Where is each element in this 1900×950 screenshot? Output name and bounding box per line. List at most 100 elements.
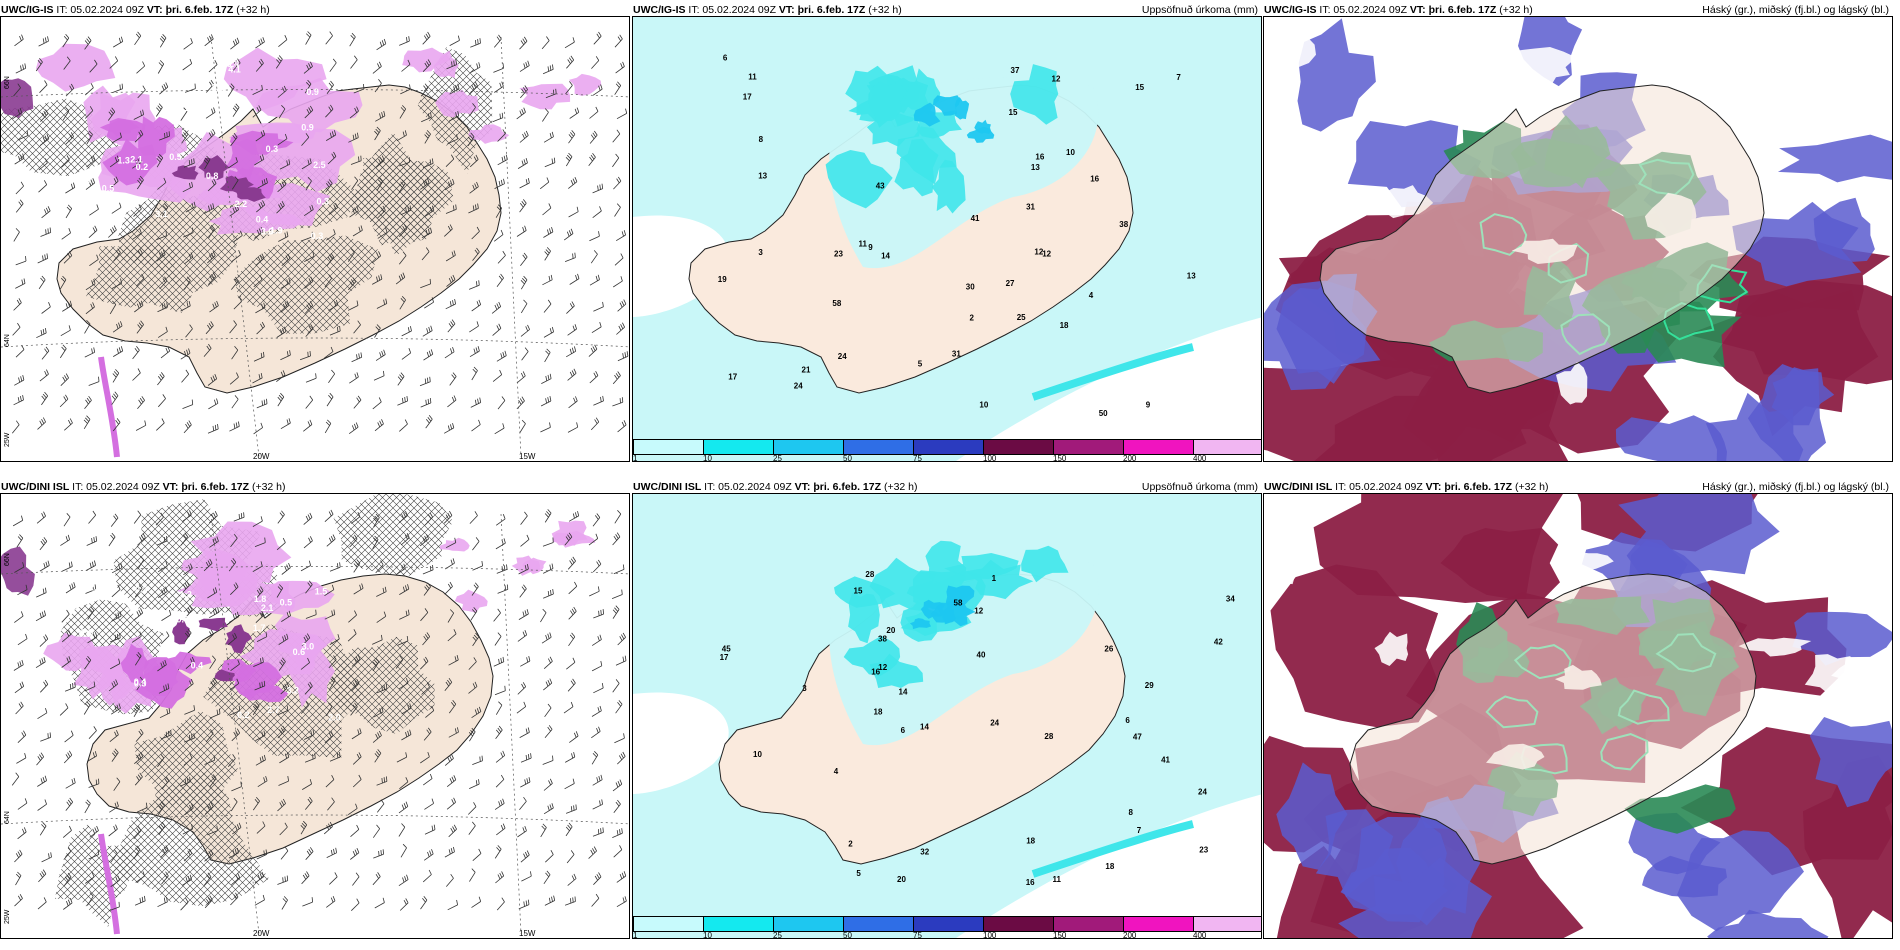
colorbar: 1 10 25 50 75 100 150 200 400 (633, 916, 1261, 939)
latitude-label: 66N (4, 553, 11, 566)
value-label: 16 (1026, 878, 1035, 887)
colorbar-swatch (983, 916, 1054, 932)
value-label: 4.2 (286, 537, 299, 547)
value-label: 2.2 (235, 199, 248, 209)
value-label: 0.4 (227, 59, 240, 69)
value-label: 37 (1011, 66, 1020, 75)
panel-header: UWC/DINI ISL IT: 05.02.2024 09Z VT: þri.… (0, 477, 630, 497)
value-label: 12 (1034, 247, 1043, 256)
colorbar-swatch (1193, 439, 1261, 455)
model-name: UWC/IG-IS (633, 4, 686, 16)
value-label: 0.8 (77, 536, 90, 546)
panel-header: UWC/DINI ISL IT: 05.02.2024 09Z VT: þri.… (1263, 477, 1893, 497)
map-frame: 20W 15W 66N 64N 25W 0.4 0.3 0.8 2.7 1.8 1.2 3.0 4.2 2… (0, 493, 630, 939)
value-label: 2.6 (78, 175, 91, 185)
value-label: 13 (1031, 163, 1040, 172)
precip-map: 9161224172131435027412325121318243858373… (633, 17, 1261, 461)
colorbar-swatch (913, 916, 984, 932)
value-label: 3.2 (287, 685, 300, 695)
colorbar-swatch (703, 916, 774, 932)
map-frame: 20W 15W 66N 64N 25W 0.4 0.2 0.3 3.1 2.1 2.6 3.8 0.9 4… (0, 16, 630, 462)
map-value-labels: 5641201518284247403845282412183234582923… (720, 570, 1236, 887)
value-label: 31 (952, 350, 961, 359)
colorbar-swatch (843, 439, 914, 455)
colorbar-swatch (1123, 439, 1194, 455)
value-label: 24 (794, 382, 803, 391)
value-label: 21 (802, 365, 811, 374)
valid-time: þri. 6.feb. 17Z (1428, 4, 1497, 16)
colorbar-tick: 200 (1123, 931, 1137, 939)
value-label: 0.9 (301, 122, 314, 132)
value-label: 3.8 (102, 220, 115, 230)
model-name: UWC/DINI ISL (1, 481, 70, 493)
panel-title: Uppsöfnuð úrkoma (mm) (1141, 4, 1258, 16)
value-label: 8 (759, 135, 764, 144)
colorbar-swatch (1053, 916, 1124, 932)
value-label: 26 (1104, 645, 1113, 654)
value-label: 0.6 (293, 647, 306, 657)
value-label: 2.1 (207, 125, 220, 135)
value-label: 3.6 (261, 227, 274, 237)
value-label: 31 (1026, 203, 1035, 212)
value-label: 0.2 (237, 710, 250, 720)
init-time: IT: 05.02.2024 09Z (704, 481, 792, 493)
value-label: 41 (1161, 756, 1170, 765)
value-label: 12 (878, 663, 887, 672)
value-label: 34 (1226, 595, 1235, 604)
map-frame: 9 16 12 24 17 21 31 43 50 27 41 23 25 12 13 18 24 38 58 37 3… (632, 16, 1262, 462)
value-label: 18 (1026, 837, 1035, 846)
lead-time: (+32 h) (1499, 4, 1533, 16)
value-label: 9 (1146, 401, 1151, 410)
value-label: 3.1 (155, 209, 168, 219)
latitude-label: 66N (4, 76, 11, 89)
value-label: 0.4 (134, 677, 147, 687)
graticule (1, 513, 629, 935)
model-name: UWC/DINI ISL (1264, 481, 1333, 493)
value-label: 2.1 (261, 603, 274, 613)
value-label: 18 (1105, 862, 1114, 871)
value-label: 2.0 (328, 712, 341, 722)
colorbar-swatch (1123, 916, 1194, 932)
value-label: 11 (748, 73, 757, 82)
value-label: 41 (971, 214, 980, 223)
value-label: 13 (1187, 272, 1196, 281)
value-label: 58 (954, 599, 963, 608)
init-time: IT: 05.02.2024 09Z (72, 481, 160, 493)
colorbar-swatch (983, 439, 1054, 455)
snow_wind-panel: UWC/DINI ISL IT: 05.02.2024 09Z VT: þri.… (0, 477, 630, 939)
colorbar-swatch (633, 916, 704, 932)
valid-label: VT: (146, 4, 163, 16)
value-label: 0.8 (206, 171, 219, 181)
value-label: 38 (878, 634, 887, 643)
value-label: 1.5 (315, 586, 328, 596)
value-label: 18 (874, 707, 883, 716)
value-label: 24 (838, 352, 847, 361)
lead-time: (+32 h) (1514, 481, 1549, 493)
colorbar-swatch (773, 916, 844, 932)
value-label: 8 (1129, 808, 1134, 817)
value-label: 1.3 (81, 628, 94, 638)
colorbar-swatch (633, 439, 704, 455)
longitude-label: 20W (253, 452, 270, 461)
value-label: 2.5 (313, 160, 326, 170)
value-label: 1.7 (253, 623, 266, 633)
value-label: 1 (992, 574, 997, 583)
value-label: 4.6 (84, 190, 97, 200)
value-label: 10 (753, 750, 762, 759)
value-label: 0.4 (191, 660, 204, 670)
value-label: 24 (1198, 788, 1207, 797)
value-label: 0.9 (306, 87, 319, 97)
valid-label: VT: (778, 4, 795, 16)
valid-time: þri. 6.feb. 17Z (181, 481, 250, 493)
colorbar-swatch (913, 439, 984, 455)
panel-title: Háský (gr.), miðský (fj.bl.) og lágský (… (1702, 4, 1889, 16)
map-frame (1263, 493, 1893, 939)
value-label: 42 (1214, 638, 1223, 647)
map-frame (1263, 16, 1893, 462)
value-label: 16 (1035, 152, 1044, 161)
precip-panel: UWC/IG-IS IT: 05.02.2024 09Z VT: þri. 6.… (632, 0, 1262, 462)
value-label: 6 (1125, 716, 1130, 725)
value-label: 58 (832, 299, 841, 308)
precip-panel: UWC/DINI ISL IT: 05.02.2024 09Z VT: þri.… (632, 477, 1262, 939)
value-label: 20 (897, 875, 906, 884)
